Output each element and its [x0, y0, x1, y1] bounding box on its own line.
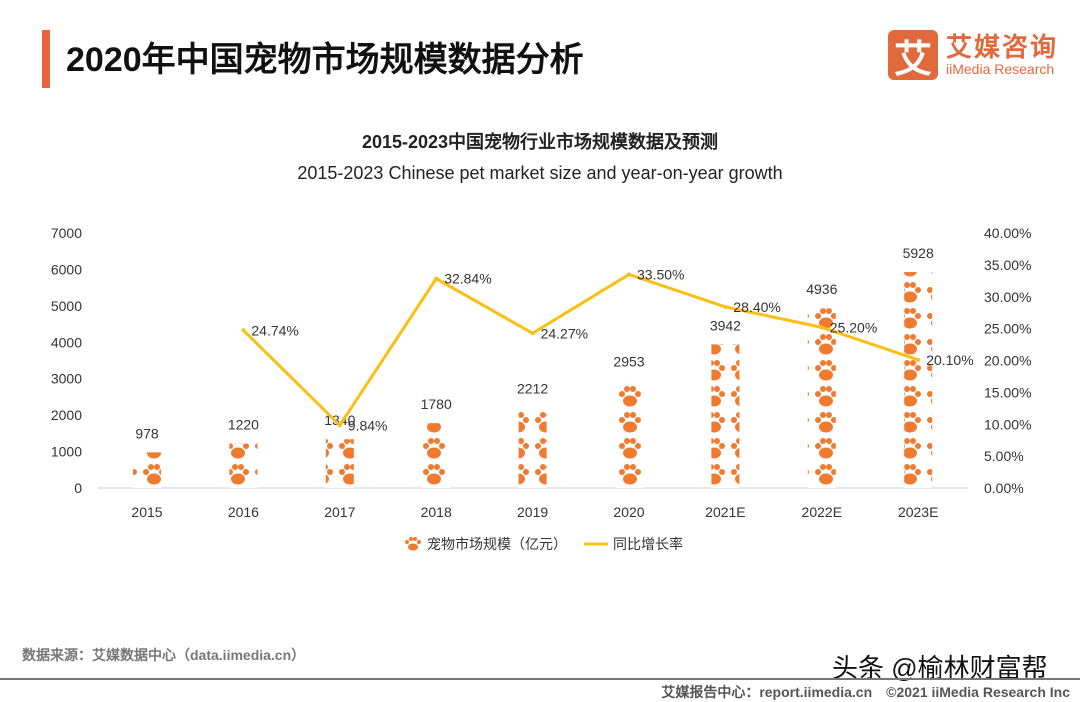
growth-point [241, 328, 246, 333]
y-right-tick: 10.00% [984, 416, 1031, 432]
bar [422, 423, 451, 488]
legend-line-label: 同比增长率 [613, 536, 683, 552]
growth-point [723, 304, 728, 309]
bar [229, 443, 258, 488]
y-right-tick: 40.00% [984, 225, 1031, 241]
growth-point [916, 357, 921, 362]
bar-label: 5928 [903, 245, 934, 261]
growth-point [819, 325, 824, 330]
x-tick: 2021E [705, 504, 745, 520]
x-tick: 2016 [228, 504, 259, 520]
x-tick: 2019 [517, 504, 548, 520]
chart-subtitle: 2015-2023 Chinese pet market size and ye… [297, 163, 783, 183]
chart: 0 1000 2000 3000 4000 5000 6000 7000 0.00% 5.00% 1… [51, 225, 1032, 552]
growth-label: 32.84% [444, 271, 491, 287]
footer: 艾媒报告中心：report.iimedia.cn ©2021 iiMedia Re… [647, 682, 1070, 702]
title-accent-bar [42, 30, 50, 88]
logo-mark: 艾 [888, 30, 938, 81]
y-left-tick: 3000 [51, 371, 82, 387]
y-left-tick: 0 [74, 480, 82, 496]
growth-line [242, 272, 919, 428]
growth-point [530, 331, 535, 336]
legend: 宠物市场规模（亿元） 同比增长率 [405, 536, 683, 552]
y-left-tick: 2000 [51, 407, 82, 423]
growth-label: 25.20% [830, 319, 877, 335]
bar-label: 2953 [613, 353, 644, 369]
data-source: 数据来源：艾媒数据中心（data.iimedia.cn） [22, 647, 306, 663]
y-right-tick: 30.00% [984, 289, 1031, 305]
bar-label: 1780 [421, 396, 452, 412]
y-left-tick: 1000 [51, 444, 82, 460]
bar [615, 380, 643, 488]
bar [325, 439, 354, 488]
growth-label: 24.27% [541, 325, 588, 341]
legend-bar-label: 宠物市场规模（亿元） [427, 536, 567, 552]
footer-divider [0, 678, 1080, 680]
x-tick: 2022E [802, 504, 842, 520]
growth-label: 9.84% [348, 417, 388, 433]
growth-label: 33.50% [637, 266, 684, 282]
y-right-tick: 25.00% [984, 321, 1031, 337]
bar-label: 3942 [710, 317, 741, 333]
growth-label: 28.40% [733, 299, 780, 315]
bar [904, 272, 933, 488]
x-tick: 2018 [421, 504, 452, 520]
bar [807, 308, 836, 488]
y-right-tick: 20.00% [984, 353, 1031, 369]
bar [711, 344, 740, 488]
logo-cn: 艾媒咨询 [946, 32, 1059, 62]
y-right-tick: 15.00% [984, 384, 1031, 400]
bar-label: 2212 [517, 380, 548, 396]
growth-label: 24.74% [251, 322, 298, 338]
growth-point [627, 272, 631, 277]
chart-title: 2015-2023中国宠物行业市场规模数据及预测 [361, 132, 719, 152]
x-tick: 2020 [613, 504, 644, 520]
y-left-tick: 6000 [51, 261, 82, 277]
bar-label: 4936 [806, 281, 837, 297]
paw-legend-icon [405, 537, 421, 551]
bar-label: 1220 [228, 417, 259, 433]
copyright: ©2021 iiMedia Research Inc [886, 684, 1070, 700]
x-tick: 2015 [131, 504, 162, 520]
logo-en: iiMedia Research [946, 61, 1055, 77]
x-tick: 2023E [898, 504, 938, 520]
bar [518, 407, 547, 488]
bar [133, 452, 161, 488]
y-left-tick: 4000 [51, 334, 82, 350]
growth-point [434, 276, 439, 281]
growth-label: 20.10% [926, 352, 973, 368]
y-right-tick: 35.00% [984, 257, 1031, 273]
x-tick: 2017 [324, 504, 355, 520]
bar-label: 978 [135, 425, 159, 441]
y-right-tick: 5.00% [984, 448, 1024, 464]
y-left-tick: 5000 [51, 298, 82, 314]
iimedia-logo: 艾 艾媒咨询 iiMedia Research [888, 30, 1059, 81]
page-title: 2020年中国宠物市场规模数据分析 [66, 41, 584, 79]
y-right-tick: 0.00% [984, 480, 1024, 496]
report-link[interactable]: 艾媒报告中心：report.iimedia.cn [661, 684, 873, 700]
y-left-tick: 7000 [51, 225, 82, 241]
growth-point [337, 423, 342, 428]
